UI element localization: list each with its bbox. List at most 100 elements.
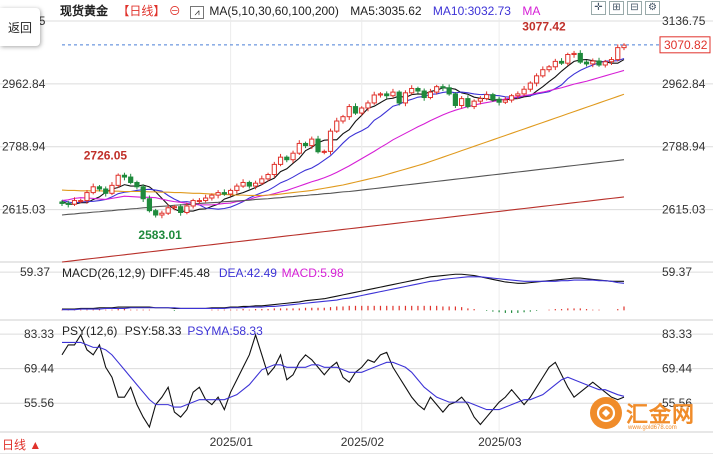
- candle-body: [527, 82, 533, 90]
- ma-chart-icon[interactable]: ⩘: [190, 6, 205, 19]
- macd-tick-right: 59.37: [662, 265, 692, 279]
- candle-body: [390, 91, 396, 97]
- candle-body: [153, 210, 159, 216]
- macd-legend-item: DEA:42.49: [219, 266, 277, 280]
- candle-body: [128, 176, 134, 183]
- chart-toolbar: ✛ ⊞ ⊟ ⚙: [591, 1, 660, 15]
- axis-labels: 3136.753136.752962.842962.842788.942788.…: [2, 14, 706, 449]
- candle-body: [621, 44, 627, 49]
- candle-body: [277, 156, 284, 165]
- psy-panel[interactable]: [61, 333, 625, 429]
- macd-line-dea: [62, 276, 625, 311]
- ma-line-ma30: [61, 69, 625, 206]
- period-tag[interactable]: 日线 ▲: [2, 438, 42, 452]
- ma-line-ma5: [61, 59, 625, 212]
- candle-body: [509, 95, 515, 101]
- candle-body: [196, 200, 202, 203]
- candle-body: [78, 200, 84, 203]
- price-tick-right: 2962.84: [662, 77, 706, 91]
- psy-legend-item: PSY:58.33: [125, 324, 182, 338]
- candle-body: [115, 174, 121, 186]
- macd-panel[interactable]: [61, 273, 625, 313]
- candle-body: [377, 93, 384, 96]
- candle-body: [490, 94, 496, 100]
- date-label: 2025/03: [478, 435, 522, 449]
- candle-body: [590, 60, 596, 65]
- candle-body: [596, 60, 602, 66]
- ma-line-ma60: [61, 93, 625, 197]
- candle-body: [352, 106, 359, 114]
- macd-tick-left: 59.37: [20, 265, 50, 279]
- candle-body: [165, 207, 171, 214]
- candle-body: [477, 98, 483, 102]
- candle-body: [546, 66, 552, 71]
- zoom-out-icon[interactable]: ⊟: [627, 1, 642, 15]
- candle-body: [296, 142, 302, 154]
- candle-body: [340, 116, 346, 122]
- candle-body: [240, 181, 246, 187]
- candle-body: [334, 120, 340, 132]
- gold678-logo: 汇金网: [590, 397, 695, 429]
- candle-body: [552, 60, 558, 68]
- last-price-label: 3070.82: [664, 38, 708, 52]
- psy-tick-right: 83.33: [662, 327, 692, 341]
- price-tick-right: 3136.75: [662, 14, 706, 28]
- candle-body: [84, 192, 90, 202]
- circle-minus-icon[interactable]: ⊖: [168, 4, 181, 18]
- ma-line-ma10: [61, 57, 625, 210]
- psy-legend-item: PSY(12,6): [62, 324, 117, 338]
- candle-body: [496, 98, 502, 103]
- candle-body: [140, 186, 146, 200]
- period-selector[interactable]: 【日线】: [117, 4, 166, 18]
- candle-body: [159, 212, 165, 216]
- candle-body: [396, 91, 402, 104]
- candle-body: [327, 130, 334, 152]
- candle-body: [103, 188, 109, 194]
- ma10-value: MA10:3032.73: [432, 4, 511, 18]
- candle-body: [371, 94, 377, 104]
- psy-tick-right: 55.56: [662, 396, 692, 410]
- candle-body: [109, 184, 115, 194]
- price-panel[interactable]: 3070.82 2726.05 2583.01 3077.42: [59, 19, 711, 263]
- candle-body: [146, 198, 153, 212]
- candle-body: [184, 205, 190, 213]
- candle-body: [252, 182, 259, 187]
- candle-body: [65, 202, 71, 205]
- psy-tick-left: 55.56: [24, 396, 54, 410]
- back-button[interactable]: 返回: [0, 8, 40, 46]
- zoom-in-icon[interactable]: ⊞: [609, 1, 624, 15]
- candle-body: [71, 200, 78, 205]
- ma30-label: MA: [522, 4, 541, 18]
- candle-body: [540, 69, 546, 77]
- candle-body: [315, 138, 321, 153]
- candle-body: [302, 142, 309, 147]
- macd-legend-item: MACD:5.98: [282, 266, 344, 280]
- annotation-high: 2726.05: [84, 148, 128, 162]
- symbol-name: 现货黄金: [60, 4, 109, 18]
- candle-body: [440, 86, 446, 89]
- candle-body: [209, 194, 215, 199]
- last-price-box: [659, 36, 711, 54]
- ma-line-ma200: [61, 196, 625, 263]
- candle-body: [446, 87, 452, 95]
- candle-body: [134, 181, 140, 188]
- psy-legend-item: PSYMA:58.33: [187, 324, 263, 338]
- ma-line-ma100: [61, 159, 625, 216]
- candle-body: [459, 98, 465, 106]
- candle-body: [309, 138, 315, 147]
- settings-icon[interactable]: ⚙: [645, 1, 660, 15]
- candle-body: [484, 94, 490, 100]
- price-tick-right: 2615.03: [662, 203, 706, 217]
- candle-body: [533, 75, 540, 84]
- candle-body: [577, 52, 583, 63]
- candle-body: [402, 92, 409, 104]
- logo-text: 汇金网: [626, 402, 696, 427]
- crosshair-icon[interactable]: ✛: [591, 1, 606, 15]
- candle-body: [359, 107, 365, 114]
- macd-legend-item: MACD(26,12,9): [62, 266, 145, 280]
- candle-body: [346, 106, 352, 118]
- candle-body: [178, 206, 184, 213]
- candle-body: [203, 197, 209, 202]
- candle-body: [271, 163, 277, 176]
